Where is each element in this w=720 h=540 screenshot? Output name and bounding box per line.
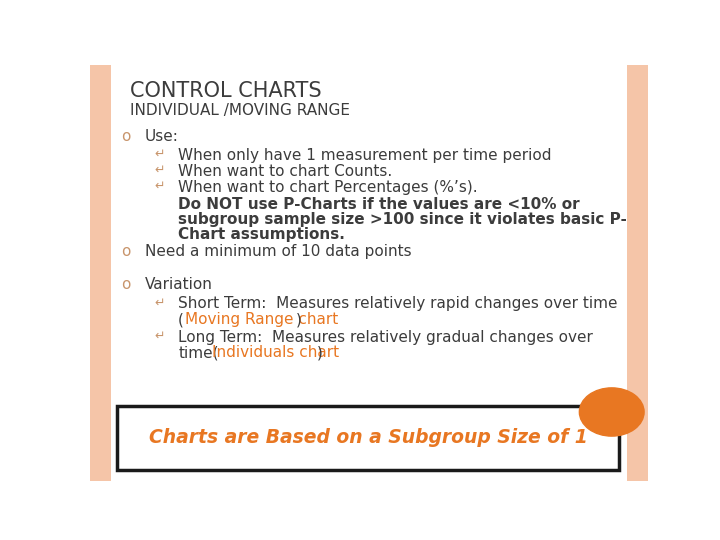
Text: time(: time( bbox=[178, 346, 219, 361]
Text: Charts are Based on a Subgroup Size of 1: Charts are Based on a Subgroup Size of 1 bbox=[148, 428, 588, 447]
Text: Chart assumptions.: Chart assumptions. bbox=[178, 227, 345, 242]
Text: ↵: ↵ bbox=[154, 148, 165, 161]
Text: ): ) bbox=[317, 346, 323, 361]
Text: ↵: ↵ bbox=[154, 180, 165, 193]
Circle shape bbox=[580, 388, 644, 436]
Text: ): ) bbox=[295, 312, 301, 327]
Text: Use:: Use: bbox=[145, 129, 179, 144]
Text: o: o bbox=[121, 277, 130, 292]
FancyBboxPatch shape bbox=[90, 65, 111, 481]
Text: o: o bbox=[121, 129, 130, 144]
Text: Long Term:  Measures relatively gradual changes over: Long Term: Measures relatively gradual c… bbox=[178, 329, 593, 345]
Text: ↵: ↵ bbox=[154, 296, 165, 309]
Text: When only have 1 measurement per time period: When only have 1 measurement per time pe… bbox=[178, 148, 552, 163]
Text: Moving Range chart: Moving Range chart bbox=[185, 312, 338, 327]
Text: When want to chart Counts.: When want to chart Counts. bbox=[178, 164, 392, 179]
FancyBboxPatch shape bbox=[117, 406, 619, 470]
Text: CONTROL CHARTS: CONTROL CHARTS bbox=[130, 82, 322, 102]
Text: Need a minimum of 10 data points: Need a minimum of 10 data points bbox=[145, 245, 411, 259]
Text: Variation: Variation bbox=[145, 277, 212, 292]
Text: (: ( bbox=[178, 312, 184, 327]
Text: INDIVIDUAL /MOVING RANGE: INDIVIDUAL /MOVING RANGE bbox=[130, 103, 350, 118]
Text: Individuals chart: Individuals chart bbox=[212, 346, 339, 361]
Text: When want to chart Percentages (%’s).: When want to chart Percentages (%’s). bbox=[178, 180, 478, 194]
Text: o: o bbox=[121, 245, 130, 259]
Text: Do NOT use P-Charts if the values are <10% or: Do NOT use P-Charts if the values are <1… bbox=[178, 197, 580, 212]
Text: ↵: ↵ bbox=[154, 164, 165, 177]
Text: Short Term:  Measures relatively rapid changes over time: Short Term: Measures relatively rapid ch… bbox=[178, 296, 618, 312]
Text: subgroup sample size >100 since it violates basic P-: subgroup sample size >100 since it viola… bbox=[178, 212, 627, 227]
Text: ↵: ↵ bbox=[154, 329, 165, 343]
FancyBboxPatch shape bbox=[627, 65, 648, 481]
